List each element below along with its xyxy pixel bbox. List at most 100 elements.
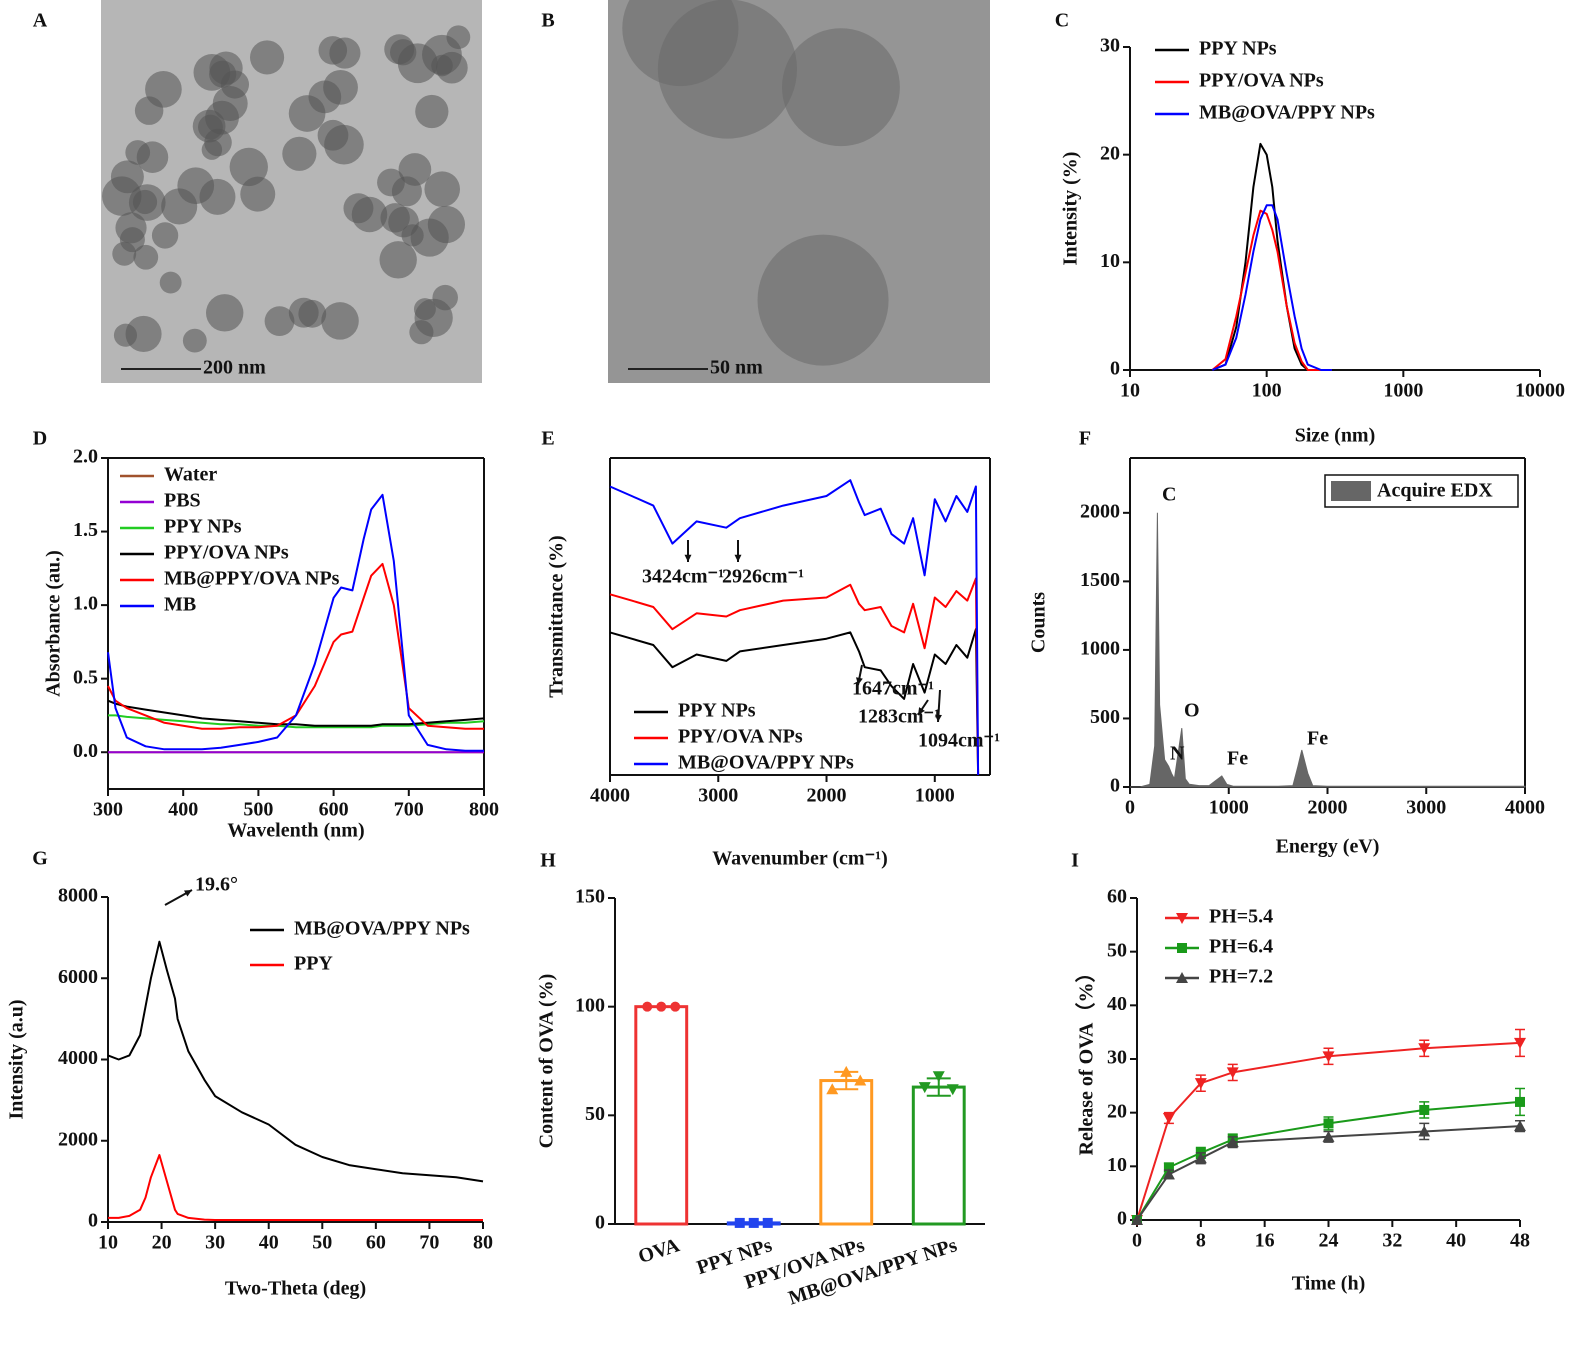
x-tick-label: 100 (1252, 380, 1282, 402)
panel-label: I (1071, 850, 1079, 872)
legend-label: PPY/OVA NPs (1199, 70, 1324, 92)
marker (1322, 1130, 1335, 1142)
x-tick-label: 0 (1132, 1230, 1142, 1252)
y-axis-label: Intensity (%) (1060, 152, 1082, 266)
particle (781, 28, 900, 147)
y-tick-label: 2.0 (73, 446, 98, 468)
series-line (107, 940, 484, 1183)
marker (1176, 913, 1188, 924)
arrow-head (684, 554, 692, 562)
x-tick-label: 16 (1255, 1230, 1275, 1252)
annotation: 19.6° (195, 874, 238, 896)
y-tick-label: 50 (585, 1103, 605, 1125)
particle (410, 218, 449, 257)
y-tick-label: 150 (575, 886, 605, 908)
legend-label: PH=6.4 (1209, 936, 1273, 958)
y-tick-label: 60 (1107, 886, 1127, 908)
y-tick-label: 0.0 (73, 740, 98, 762)
particle (414, 298, 453, 338)
panel-label: C (1055, 10, 1069, 32)
particle (136, 141, 169, 173)
particle (193, 54, 231, 91)
x-tick-label: 4000 (1505, 797, 1545, 819)
x-tick-label: 1000 (1209, 797, 1249, 819)
marker (1131, 1214, 1143, 1225)
particle (298, 299, 327, 328)
x-tick-label: 500 (243, 799, 273, 821)
x-tick-label: 40 (1446, 1230, 1466, 1252)
y-tick-label: 4000 (58, 1047, 98, 1069)
marker (734, 1217, 745, 1228)
legend-label: MB@OVA/PPY NPs (294, 918, 470, 940)
annotation: C (1162, 484, 1176, 506)
y-tick-label: 0.5 (73, 666, 98, 688)
annotation: Fe (1227, 748, 1248, 770)
bar (634, 1005, 689, 1226)
panel-label: H (540, 850, 556, 872)
data-point (642, 1001, 653, 1012)
marker (1419, 1104, 1430, 1115)
y-tick-label: 1000 (1080, 638, 1120, 660)
marker (1162, 1168, 1175, 1180)
marker (1418, 1043, 1431, 1055)
annotation: 1094cm⁻¹ (918, 730, 1000, 752)
y-tick-label: 6000 (58, 966, 98, 988)
y-axis-label: Absorbance (au.) (43, 550, 65, 697)
x-tick-label: 10 (1120, 380, 1140, 402)
marker (1162, 1113, 1175, 1125)
series-line (609, 628, 980, 776)
legend-label: MB@OVA/PPY NPs (1199, 102, 1375, 124)
series-line (1211, 142, 1332, 371)
legend-label: PPY NPs (678, 700, 756, 722)
legend-label: PH=7.2 (1209, 966, 1273, 988)
particle (204, 128, 232, 157)
marker (918, 1082, 931, 1094)
bar (911, 1085, 966, 1226)
y-axis-label: Transmittance (%) (546, 535, 568, 697)
particle (422, 34, 462, 75)
x-tick-label: 30 (205, 1232, 225, 1254)
y-tick-label: 1.5 (73, 519, 98, 541)
particle (249, 40, 285, 75)
particle (321, 302, 359, 340)
legend-swatch (1331, 481, 1371, 501)
x-axis-label: Energy (eV) (1276, 836, 1380, 858)
marker (854, 1074, 867, 1086)
arrow-head (856, 677, 863, 685)
x-tick-label: 1000 (915, 785, 955, 807)
y-tick-label: 1.0 (73, 593, 98, 615)
marker (1514, 1037, 1526, 1049)
particle (264, 306, 295, 337)
particle (424, 171, 461, 207)
series-line (107, 493, 484, 752)
particle (390, 39, 417, 66)
x-tick-label: 10 (98, 1232, 118, 1254)
x-axis-label: Size (nm) (1295, 425, 1376, 447)
annotation: 1283cm⁻¹ (858, 706, 940, 728)
particle (159, 271, 182, 294)
marker (1515, 1096, 1525, 1107)
x-tick-label: OVA (636, 1234, 683, 1268)
legend-label: MB@PPY/OVA NPs (164, 568, 340, 590)
marker (1194, 1078, 1207, 1090)
data-point (656, 1001, 667, 1012)
x-tick-label: 32 (1382, 1230, 1402, 1252)
series-line (108, 714, 485, 729)
y-axis-label: Release of OVA（%） (1075, 963, 1098, 1156)
x-tick-label: 20 (152, 1232, 172, 1254)
legend-label: Acquire EDX (1377, 480, 1493, 502)
particle (323, 69, 358, 105)
y-tick-label: 1500 (1080, 569, 1120, 591)
x-tick-label: 8 (1196, 1230, 1206, 1252)
x-tick-label: 1000 (1383, 380, 1423, 402)
panel-label: A (33, 10, 48, 32)
y-tick-label: 2000 (1080, 500, 1120, 522)
spectrum-area (1130, 512, 1526, 788)
particle (151, 222, 179, 249)
x-tick-label: 3000 (1406, 797, 1446, 819)
y-tick-label: 0 (1110, 358, 1120, 380)
x-tick-label: 2000 (1308, 797, 1348, 819)
particle (133, 244, 159, 270)
particle (317, 119, 349, 151)
particle (145, 70, 182, 108)
